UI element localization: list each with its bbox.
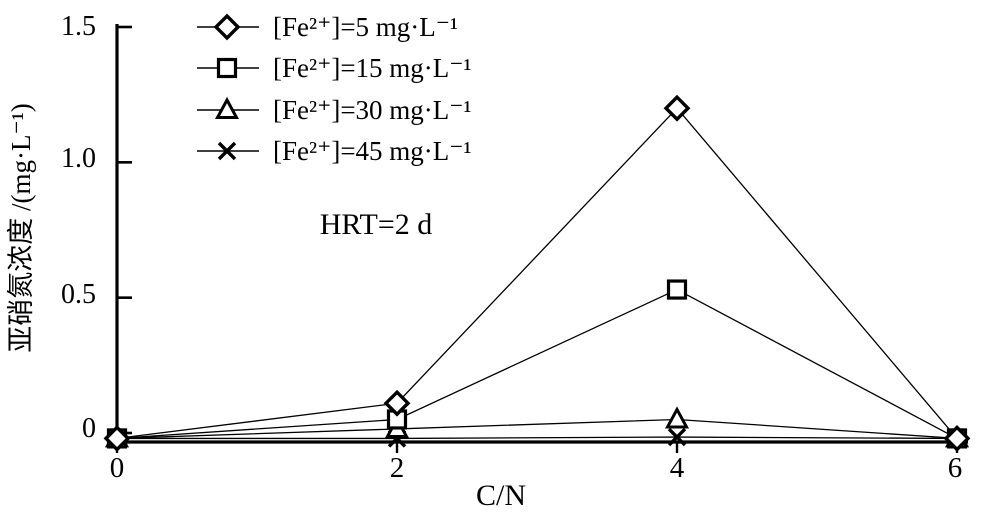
x-tick-label-4: 4 bbox=[669, 452, 685, 484]
y-tick-label-1p0: 1.0 bbox=[61, 143, 96, 174]
data-marker-square-fe15 bbox=[666, 279, 688, 300]
series-line-fe30 bbox=[116, 418, 958, 440]
series-line-fe45 bbox=[117, 436, 958, 440]
legend-label-fe45: [Fe²⁺]=45 mg·L⁻¹ bbox=[273, 136, 472, 166]
legend-marker-x bbox=[217, 141, 237, 161]
legend-label-fe5: [Fe²⁺]=5 mg·L⁻¹ bbox=[273, 12, 459, 42]
data-marker-x-fe45 bbox=[667, 427, 687, 447]
legend-marker-triangle bbox=[214, 96, 240, 119]
data-marker-triangle-fe30 bbox=[664, 406, 690, 429]
legend-label-fe15: [Fe²⁺]=15 mg·L⁻¹ bbox=[273, 53, 472, 83]
y-tick-label-0: 0 bbox=[82, 413, 96, 444]
x-tick-label-0: 0 bbox=[109, 452, 125, 484]
x-axis-title: C/N bbox=[475, 479, 527, 512]
data-marker-diamond-fe5 bbox=[383, 389, 411, 417]
legend-label-fe30: [Fe²⁺]=30 mg·L⁻¹ bbox=[273, 95, 472, 125]
data-marker-diamond-fe5 bbox=[943, 425, 971, 452]
series-line-fe5 bbox=[116, 107, 958, 440]
x-tick-label-2: 2 bbox=[389, 452, 405, 484]
y-tick-label-1p5: 1.5 bbox=[61, 11, 96, 42]
y-axis-title: 亚硝氮浓度 /(mg·L⁻¹) bbox=[6, 103, 36, 353]
x-tick-label-6: 6 bbox=[947, 452, 963, 484]
data-marker-diamond-fe5 bbox=[663, 94, 691, 122]
data-marker-diamond-fe5 bbox=[103, 425, 131, 452]
y-tick-label-0p5: 0.5 bbox=[61, 279, 96, 310]
legend-marker-diamond bbox=[213, 13, 241, 41]
annotation-hrt: HRT=2 d bbox=[319, 208, 433, 241]
legend-marker-square bbox=[216, 57, 238, 79]
series-line-fe15 bbox=[116, 288, 958, 440]
